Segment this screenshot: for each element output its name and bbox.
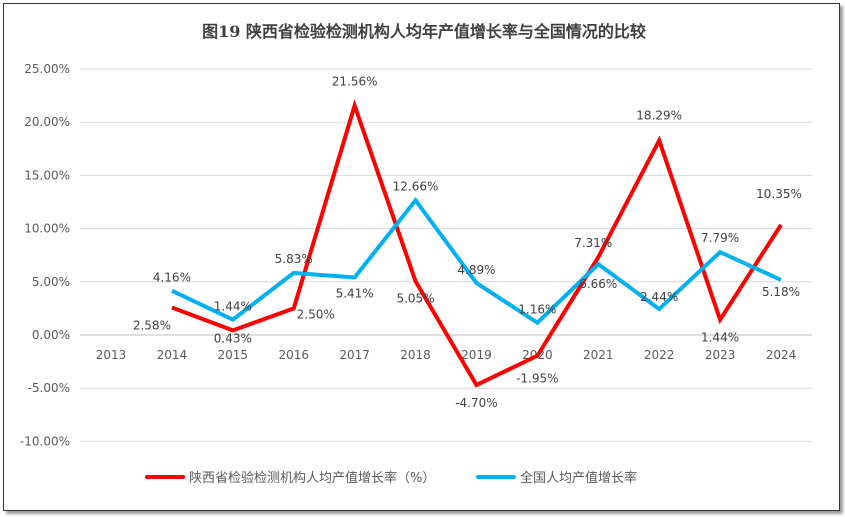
data-label: 21.56% (332, 75, 378, 89)
x-tick-label: 2013 (96, 348, 127, 362)
data-label: 5.83% (275, 252, 313, 266)
legend-label-shaanxi: 陕西省检验检测机构人均产值增长率（%） (189, 470, 435, 486)
y-tick-label: 25.00% (24, 62, 70, 76)
chart-title: 图19 陕西省检验检测机构人均年产值增长率与全国情况的比较 (202, 22, 646, 41)
data-label: 2.58% (133, 319, 171, 333)
x-tick-label: 2017 (339, 348, 370, 362)
x-tick-label: 2023 (705, 348, 736, 362)
data-label: 2.44% (640, 290, 678, 304)
x-tick-label: 2015 (218, 348, 249, 362)
data-label: 7.79% (701, 231, 739, 245)
data-label: 4.89% (457, 263, 495, 277)
y-tick-label: -10.00% (20, 434, 70, 448)
data-label: 1.44% (214, 300, 252, 314)
data-label: -1.95% (516, 372, 558, 386)
x-tick-label: 2016 (278, 348, 309, 362)
data-label: 10.35% (756, 187, 802, 201)
data-label: 5.41% (336, 286, 374, 300)
x-tick-label: 2018 (400, 348, 431, 362)
data-label: 1.16% (518, 303, 556, 317)
data-label: 5.18% (762, 285, 800, 299)
series-line-shaanxi (171, 99, 783, 388)
data-label: 4.16% (153, 271, 191, 285)
data-label: 18.29% (636, 108, 682, 122)
legend: 陕西省检验检测机构人均产值增长率（%） 全国人均产值增长率 (145, 470, 637, 486)
data-label: 2.50% (297, 307, 335, 321)
data-label: 7.31% (574, 236, 612, 250)
series-line-national (171, 197, 782, 326)
data-label: -4.70% (455, 396, 497, 410)
y-tick-label: 0.00% (32, 328, 70, 342)
y-tick-label: 10.00% (24, 222, 70, 236)
x-tick-label: 2024 (766, 348, 797, 362)
y-tick-label: 5.00% (32, 275, 70, 289)
data-label: 6.66% (579, 277, 617, 291)
y-tick-label: 20.00% (24, 115, 70, 129)
legend-label-national: 全国人均产值增长率 (520, 470, 637, 486)
x-tick-label: 2014 (157, 348, 188, 362)
data-label: 5.05% (396, 291, 434, 305)
x-tick-label: 2019 (461, 348, 492, 362)
data-label: 1.44% (701, 331, 739, 345)
y-tick-label: 15.00% (24, 168, 70, 182)
x-tick-label: 2021 (583, 348, 614, 362)
y-tick-label: -5.00% (28, 381, 70, 395)
data-label: 0.43% (214, 331, 252, 345)
x-tick-label: 2022 (644, 348, 675, 362)
data-label: 12.66% (393, 179, 439, 193)
